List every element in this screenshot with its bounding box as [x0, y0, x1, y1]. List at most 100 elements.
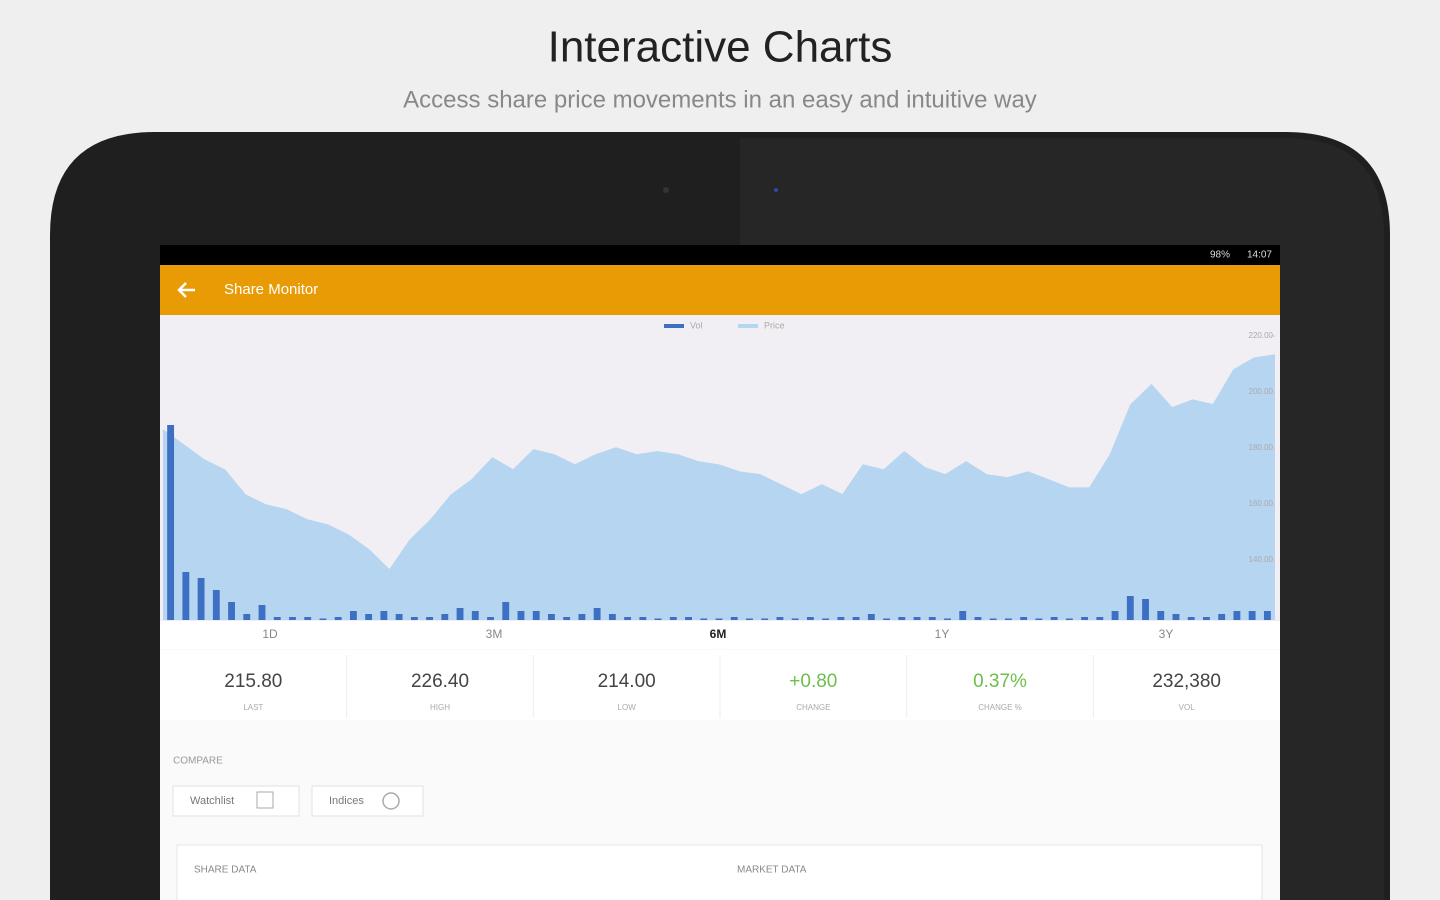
stat-label: CHANGE	[796, 703, 830, 712]
volume-bar	[822, 618, 830, 620]
volume-bar	[243, 614, 251, 620]
volume-bar	[1126, 596, 1134, 620]
compare-title: COMPARE	[173, 756, 223, 767]
volume-bar	[944, 618, 951, 620]
stat-value: +0.80	[789, 671, 837, 692]
volume-bar	[1035, 618, 1043, 620]
legend-label: Vol	[690, 320, 703, 330]
headline: Interactive Charts	[548, 23, 893, 72]
stat-value: 232,380	[1152, 671, 1221, 692]
volume-bar	[365, 614, 373, 620]
volume-bar	[410, 617, 418, 620]
range-button[interactable]: 6M	[710, 627, 727, 641]
price-line	[162, 354, 1276, 572]
back-button[interactable]	[177, 282, 195, 298]
volume-bar	[974, 617, 982, 620]
sensor	[774, 188, 778, 192]
watchlist-button[interactable]	[172, 785, 300, 817]
volume-bar	[289, 617, 296, 620]
legend-swatch	[664, 324, 684, 328]
volume-bar	[1172, 614, 1180, 620]
volume-bar	[608, 614, 616, 620]
y2-tick-label: 180.00	[1249, 443, 1274, 452]
range-buttons: 1D 3M 6M 1Y 3Y	[262, 627, 1173, 641]
volume-bar	[471, 611, 479, 620]
stat-value: 214.00	[598, 671, 656, 692]
volume-bar	[624, 617, 632, 620]
stat-value: 0.37%	[973, 671, 1027, 692]
volume-bar	[1218, 614, 1226, 620]
volume-bar	[487, 617, 494, 620]
volume-bar	[989, 618, 997, 620]
volume-bar	[806, 617, 814, 620]
volume-bar	[273, 617, 281, 620]
app-bar	[160, 265, 1280, 315]
volume-bar	[304, 617, 312, 620]
volume-bar	[258, 605, 266, 620]
range-button[interactable]: 1Y	[935, 627, 950, 641]
app-title: Share Monitor	[224, 281, 318, 298]
volume-bar	[1142, 599, 1149, 620]
stat-label: HIGH	[430, 703, 450, 712]
volume-bar	[197, 578, 205, 620]
volume-bar	[1203, 617, 1210, 620]
volume-bar	[776, 617, 784, 620]
volume-bar	[669, 617, 677, 620]
volume-bar	[167, 425, 175, 620]
volume-bar	[1081, 617, 1089, 620]
volume-bar	[1020, 617, 1028, 620]
volume-bar	[715, 618, 723, 620]
stats: 215.80 LAST 226.40 HIGH 214.00 LOW +0.80 CHANGE…	[224, 655, 1221, 718]
chart: 140.00 160.00 180.00 200.00 220.00 Vol Price	[162, 320, 1276, 620]
status-bar	[160, 245, 1280, 265]
volume-bar	[654, 618, 662, 620]
clock: 14:07	[1247, 250, 1272, 261]
volume-bar	[1065, 618, 1073, 620]
legend-swatch	[738, 324, 758, 328]
volume-bar	[791, 618, 799, 620]
volume-bar	[1111, 611, 1119, 620]
stat-label: LAST	[243, 703, 263, 712]
volume-bar	[867, 614, 875, 620]
volume-bar	[563, 617, 571, 620]
volume-bar	[334, 617, 342, 620]
camera	[663, 187, 669, 193]
volume-bar	[1096, 617, 1104, 620]
volume-bar	[852, 617, 860, 620]
volume-bar	[212, 590, 220, 620]
volume-bar	[746, 618, 753, 620]
stat-label: LOW	[618, 703, 637, 712]
volume-bar	[593, 608, 601, 620]
volume-bar	[1187, 617, 1195, 620]
indices-icon	[382, 792, 400, 810]
range-button[interactable]: 3M	[486, 627, 503, 641]
volume-bar	[380, 611, 388, 620]
volume-bar	[349, 611, 357, 620]
market-data-title: MARKET DATA	[737, 865, 807, 876]
indices-button[interactable]	[311, 785, 424, 817]
volume-bar	[898, 617, 906, 620]
y2-tick-label: 140.00	[1249, 555, 1274, 564]
volume-bar	[1004, 618, 1012, 620]
y2-tick-label: 160.00	[1249, 499, 1274, 508]
volume-bar	[1233, 611, 1241, 620]
volume-bar	[456, 608, 464, 620]
stat-value: 226.40	[411, 671, 469, 692]
volume-bar	[1248, 611, 1256, 620]
share-data-title: SHARE DATA	[194, 865, 257, 876]
volume-bar	[228, 602, 235, 620]
volume-bar	[837, 617, 845, 620]
volume-bar	[700, 618, 708, 620]
range-button[interactable]: 3Y	[1159, 627, 1174, 641]
volume-bar	[761, 618, 769, 620]
range-button[interactable]: 1D	[262, 627, 278, 641]
volume-bar	[502, 602, 510, 620]
volume-bar	[1263, 611, 1271, 620]
volume-bar	[730, 617, 738, 620]
volume-bar	[1050, 617, 1058, 620]
stat-label: CHANGE %	[978, 703, 1022, 712]
battery: 98%	[1210, 250, 1230, 261]
price-area	[163, 355, 1275, 620]
